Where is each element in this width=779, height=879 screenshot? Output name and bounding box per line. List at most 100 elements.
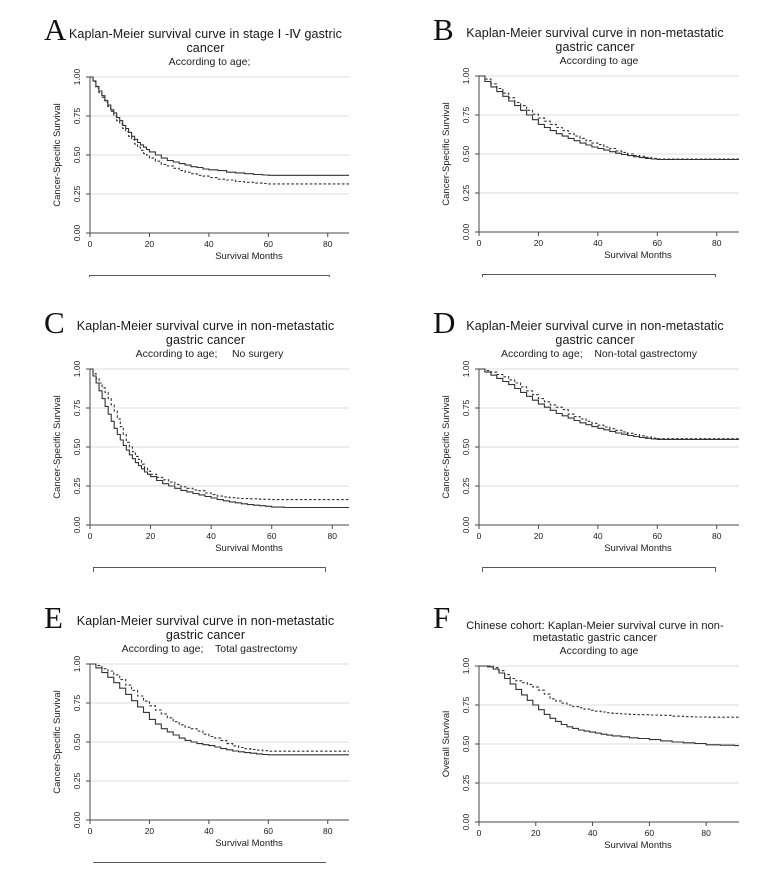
svg-text:0.50: 0.50	[72, 438, 82, 455]
svg-text:Survival Months: Survival Months	[604, 250, 672, 261]
svg-text:1.00: 1.00	[72, 656, 82, 672]
panel-letter-f: F	[433, 604, 451, 635]
panel-title: Kaplan-Meier survival curve in stage Ⅰ -…	[69, 27, 342, 55]
svg-text:Cancer-Specific Survival: Cancer-Specific Survival	[52, 690, 63, 793]
panel-subtitle: According to age	[559, 645, 639, 657]
legend-row: age < 50 age ≥ 50	[459, 565, 739, 572]
km-panel-a: A Kaplan-Meier survival curve in stage Ⅰ…	[40, 16, 349, 277]
km-plot-d: 0.00 0.25 0.50 0.75 1.00 Cancer-Specific Surv…	[441, 361, 739, 554]
svg-text:0.75: 0.75	[72, 107, 82, 124]
svg-text:0.25: 0.25	[461, 477, 471, 494]
svg-text:80: 80	[712, 531, 722, 541]
panel-subtitle: According to age; Non-total gastrectomy	[500, 348, 698, 360]
svg-text:Survival Months: Survival Months	[604, 840, 672, 851]
svg-text:60: 60	[264, 826, 274, 836]
legend-row: age < 50 age >= 50	[70, 273, 349, 277]
svg-text:Survival Months: Survival Months	[215, 838, 283, 849]
km-panel-f: F Chinese cohort: Kaplan-Meier survival …	[429, 604, 739, 863]
svg-text:0: 0	[88, 531, 93, 541]
svg-text:40: 40	[204, 239, 214, 249]
svg-text:40: 40	[206, 531, 216, 541]
svg-text:0: 0	[477, 531, 482, 541]
panel-letter-d: D	[433, 309, 456, 340]
legend-box: age < 50 age ≥ 50	[92, 566, 327, 573]
svg-text:0.00: 0.00	[461, 813, 471, 830]
svg-text:Cancer-Specific Survival: Cancer-Specific Survival	[441, 102, 452, 205]
legend-label: age ≥ 50	[273, 572, 314, 573]
km-panel-e: E Kaplan-Meier survival curve in non-met…	[40, 604, 349, 863]
svg-text:40: 40	[593, 238, 603, 248]
km-plot-a: 0.00 0.25 0.50 0.75 1.00 Cancer-Specific Surv…	[52, 69, 349, 262]
svg-text:40: 40	[204, 826, 214, 836]
svg-text:0.00: 0.00	[72, 811, 82, 828]
svg-text:0.00: 0.00	[461, 516, 471, 533]
svg-text:Cancer-Specific Survival: Cancer-Specific Survival	[441, 395, 452, 498]
svg-text:1.00: 1.00	[461, 658, 471, 674]
svg-text:Overall Survival: Overall Survival	[441, 711, 452, 778]
legend-label: age < 50	[549, 572, 590, 573]
panel-subtitle: According to age; No surgery	[135, 348, 284, 360]
panel-title: Kaplan-Meier survival curve in non-metas…	[466, 319, 724, 347]
svg-text:0.75: 0.75	[461, 696, 471, 713]
legend-box: age < 50 age >= 50	[89, 274, 330, 277]
svg-text:Survival Months: Survival Months	[215, 251, 283, 262]
svg-text:0.00: 0.00	[461, 223, 471, 240]
svg-text:80: 80	[712, 238, 722, 248]
svg-text:1.00: 1.00	[72, 361, 82, 377]
legend-row: age < 50 age ≥ 50	[459, 272, 739, 277]
svg-text:0.50: 0.50	[72, 146, 82, 163]
panel-subtitle: According to age;	[168, 56, 251, 68]
svg-text:Cancer-Specific Survival: Cancer-Specific Survival	[52, 103, 63, 206]
svg-text:1.00: 1.00	[72, 69, 82, 85]
svg-text:0: 0	[477, 238, 482, 248]
svg-text:0.50: 0.50	[461, 438, 471, 455]
km-plot-e: 0.00 0.25 0.50 0.75 1.00 Cancer-Specific Surv…	[52, 656, 349, 849]
svg-text:20: 20	[146, 531, 156, 541]
km-panel-d: D Kaplan-Meier survival curve in non-met…	[429, 309, 739, 572]
legend-row: age < 50 age ≥ 50	[70, 860, 349, 863]
svg-text:0: 0	[477, 828, 482, 838]
panel-title: Kaplan-Meier survival curve in non-metas…	[76, 319, 335, 347]
km-panel-b: B Kaplan-Meier survival curve in non-met…	[429, 16, 739, 277]
svg-text:0.75: 0.75	[461, 106, 471, 123]
legend-box: age < 50 age ≥ 50	[482, 566, 716, 573]
svg-text:Survival Months: Survival Months	[215, 543, 283, 554]
svg-text:0.50: 0.50	[72, 733, 82, 750]
svg-text:0.00: 0.00	[72, 224, 82, 241]
panel-subtitle: According to age; Total gastrectomy	[121, 643, 298, 655]
svg-text:0: 0	[88, 239, 93, 249]
svg-text:60: 60	[267, 531, 277, 541]
svg-text:0.75: 0.75	[461, 399, 471, 416]
svg-text:60: 60	[645, 828, 655, 838]
svg-text:0.25: 0.25	[72, 772, 82, 789]
svg-text:0.75: 0.75	[72, 694, 82, 711]
panel-letter-a: A	[44, 16, 67, 47]
svg-text:20: 20	[145, 239, 155, 249]
km-plot-b: 0.00 0.25 0.50 0.75 1.00 Cancer-Specific Surv…	[441, 68, 739, 261]
panel-letter-b: B	[433, 16, 454, 47]
legend-box: age < 50 age ≥ 50	[92, 861, 327, 863]
svg-text:80: 80	[323, 239, 333, 249]
svg-text:60: 60	[653, 238, 663, 248]
panel-title: Kaplan-Meier survival curve in non-metas…	[466, 26, 724, 54]
svg-text:0.50: 0.50	[461, 145, 471, 162]
svg-text:0.25: 0.25	[461, 184, 471, 201]
svg-text:1.00: 1.00	[461, 361, 471, 377]
legend-row: age < 50 age ≥ 50	[459, 862, 739, 863]
legend-label: age < 50	[160, 572, 201, 573]
svg-text:20: 20	[534, 531, 544, 541]
svg-text:20: 20	[534, 238, 544, 248]
svg-text:40: 40	[593, 531, 603, 541]
svg-text:60: 60	[264, 239, 274, 249]
svg-text:Survival Months: Survival Months	[604, 543, 672, 554]
svg-text:0.75: 0.75	[72, 399, 82, 416]
legend-box: age < 50 age ≥ 50	[482, 273, 716, 277]
svg-text:0.00: 0.00	[72, 516, 82, 533]
svg-text:Cancer-Specific Survival: Cancer-Specific Survival	[52, 395, 63, 498]
svg-text:80: 80	[328, 531, 338, 541]
svg-text:20: 20	[145, 826, 155, 836]
svg-text:80: 80	[701, 828, 711, 838]
svg-text:80: 80	[323, 826, 333, 836]
km-panel-c: C Kaplan-Meier survival curve in non-met…	[40, 309, 349, 572]
